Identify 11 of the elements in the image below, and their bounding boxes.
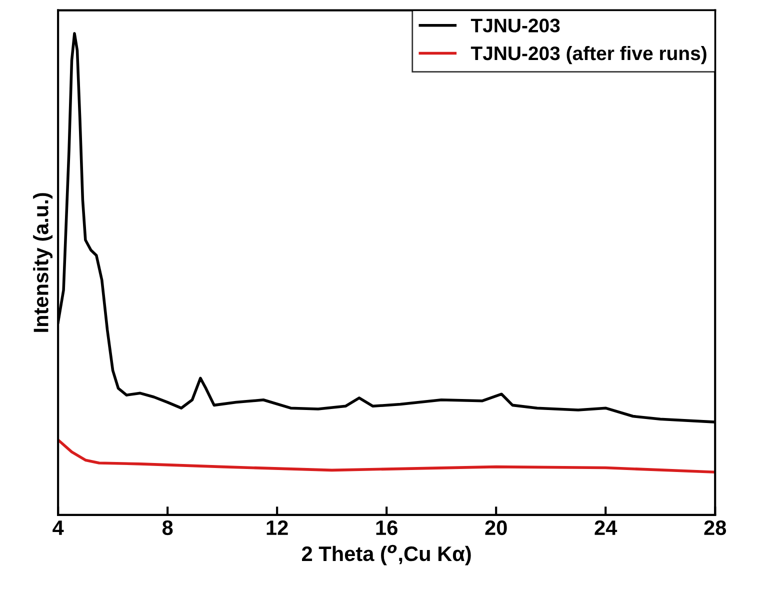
x-tick-label: 28 bbox=[704, 520, 726, 536]
x-tick-label: 8 bbox=[162, 520, 173, 536]
x-tick-label: 12 bbox=[266, 520, 288, 535]
x-tick-label: 16 bbox=[376, 520, 398, 536]
x-tick-label: 24 bbox=[594, 520, 618, 535]
x-tick-label: 20 bbox=[485, 520, 507, 536]
legend-label: TJNU-203 (after five runs) bbox=[470, 46, 706, 64]
y-axis-title: Intensity (a.u.) bbox=[33, 193, 53, 332]
x-tick-label: 4 bbox=[52, 520, 64, 535]
legend-label: TJNU-203 bbox=[470, 18, 560, 32]
x-axis-title: 2 Theta ($^{o}$,Cu Kα) bbox=[302, 544, 471, 566]
